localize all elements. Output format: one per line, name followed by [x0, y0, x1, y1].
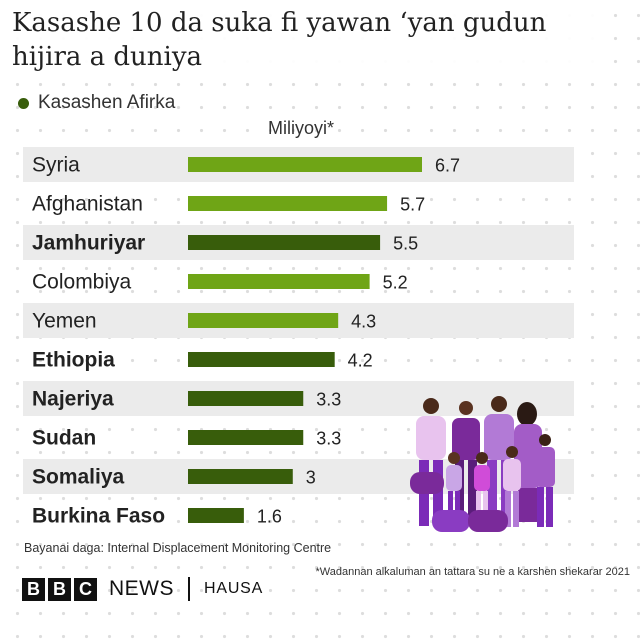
bar: [188, 430, 304, 445]
value-label: 3: [306, 468, 316, 488]
bag-shape: [468, 510, 508, 532]
bar: [188, 235, 381, 250]
child-figure: [446, 452, 462, 527]
child-figure: [535, 434, 555, 527]
chart-title: Kasashe 10 da suka fi yawan ‘yan gudun h…: [12, 6, 612, 74]
legend: Kasashen Afirka: [18, 92, 175, 114]
bbc-news-hausa-logo: B B C NEWS HAUSA: [22, 577, 263, 601]
bbc-logo-letter: B: [22, 577, 45, 601]
bbc-logo-letter: B: [48, 577, 71, 601]
category-label: Yemen: [32, 310, 97, 333]
source-note: Bayanai daga: Internal Displacement Moni…: [24, 541, 332, 555]
legend-swatch: [18, 97, 29, 109]
bar: [188, 352, 335, 367]
brand-service: HAUSA: [204, 580, 264, 597]
category-label: Jamhuriyar: [32, 232, 145, 255]
child-figure: [474, 452, 490, 527]
bar: [188, 157, 422, 172]
value-label: 4.2: [348, 351, 373, 371]
category-label: Burkina Faso: [32, 505, 165, 528]
value-label: 5.2: [383, 273, 408, 293]
value-label: 3.3: [316, 390, 341, 410]
brand-news: NEWS: [109, 577, 174, 600]
value-label: 4.3: [351, 312, 376, 332]
value-label: 5.7: [400, 195, 425, 215]
bar: [188, 508, 244, 523]
category-label: Najeriya: [32, 388, 114, 411]
child-figure: [503, 446, 521, 527]
category-label: Somaliya: [32, 466, 125, 489]
person-figure: [416, 398, 446, 526]
bar: [188, 391, 304, 406]
brand-divider: [188, 577, 190, 601]
axis-unit-label: Miliyoyi*: [268, 118, 335, 138]
legend-label: Kasashen Afirka: [38, 92, 176, 113]
category-label: Ethiopia: [32, 349, 115, 372]
value-label: 3.3: [316, 429, 341, 449]
value-label: 5.5: [393, 234, 418, 254]
bbc-logo-letter: C: [74, 577, 97, 601]
bar: [188, 313, 339, 328]
category-label: Sudan: [32, 427, 96, 450]
bar: [188, 274, 370, 289]
category-label: Afghanistan: [32, 193, 143, 216]
value-label: 1.6: [257, 507, 282, 527]
bag-shape: [432, 510, 470, 532]
bar: [188, 469, 293, 484]
bar: [188, 196, 388, 211]
bag-shape: [410, 472, 444, 494]
category-label: Syria: [32, 154, 80, 177]
value-label: 6.7: [435, 156, 460, 176]
category-label: Colombiya: [32, 271, 132, 294]
footnote: *Wadannan alkaluman an tattara su ne a k…: [315, 566, 630, 578]
displaced-family-illustration: [410, 396, 555, 532]
